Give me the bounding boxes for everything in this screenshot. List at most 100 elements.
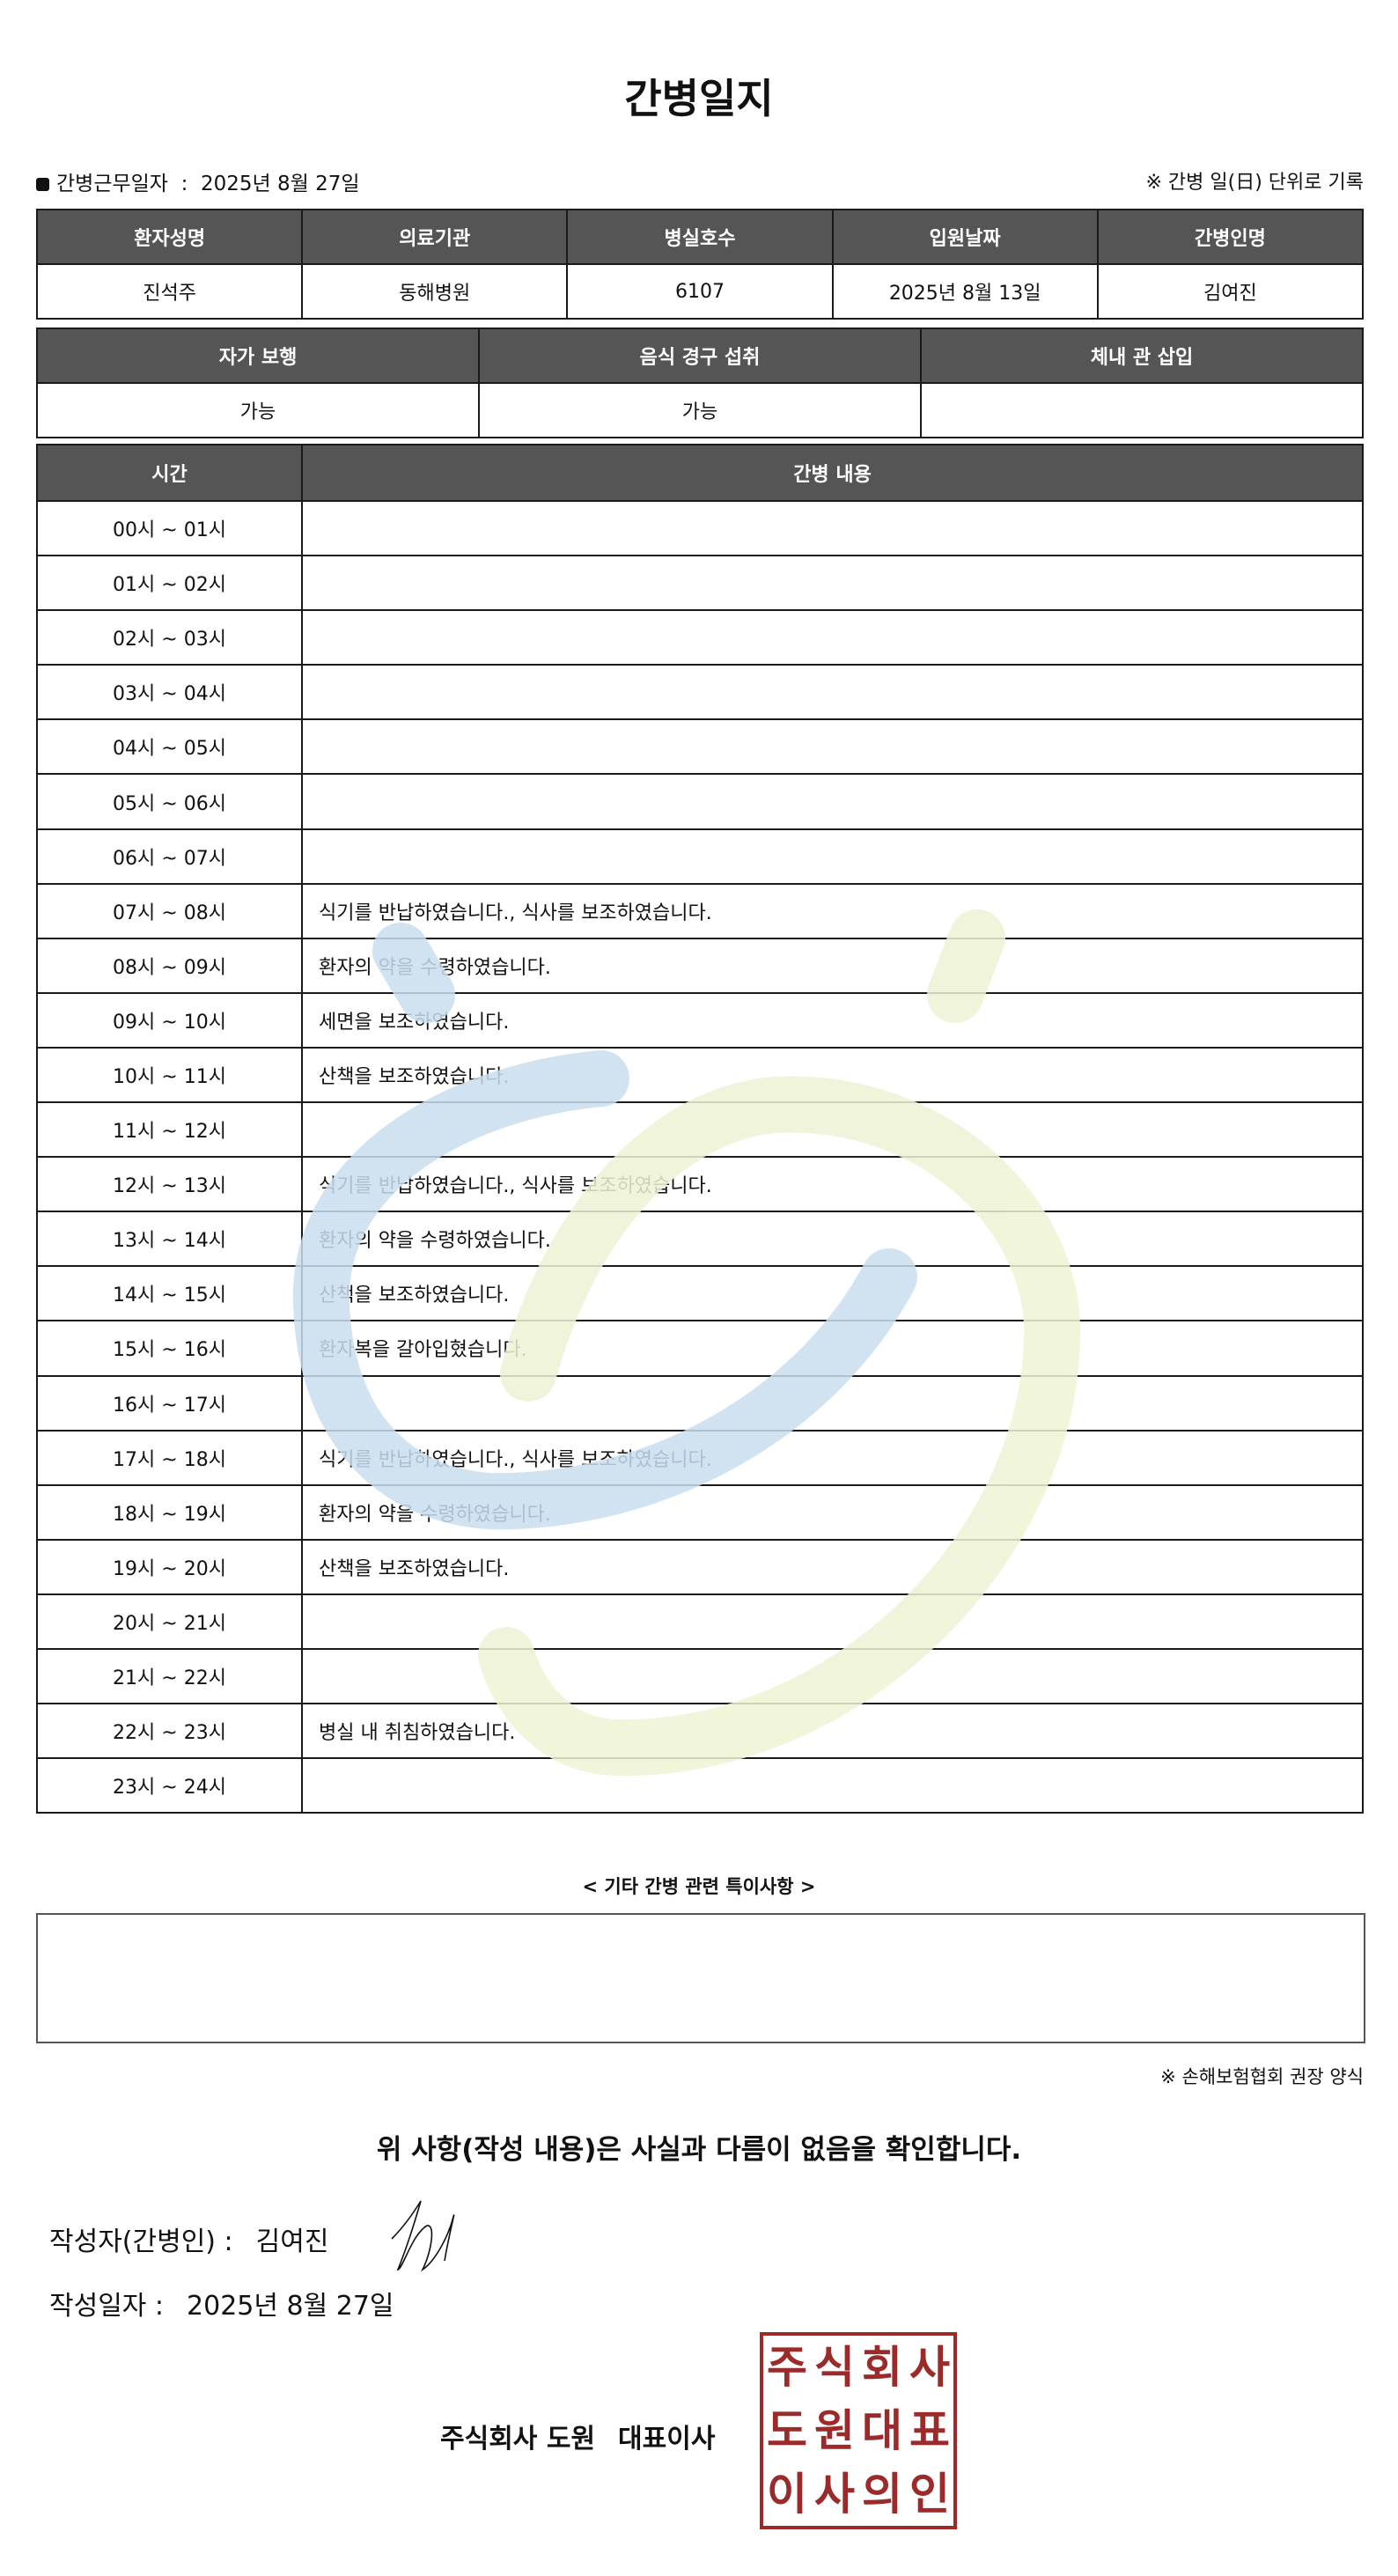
time-cell: 10시 ~ 11시 <box>36 1046 303 1104</box>
status-header: 자가 보행 <box>36 328 480 384</box>
content-cell: 산책을 보조하였습니다. <box>301 1046 1364 1104</box>
time-cell: 16시 ~ 17시 <box>36 1374 303 1432</box>
status-header: 음식 경구 섭취 <box>478 328 922 384</box>
status-value: 가능 <box>36 382 480 438</box>
content-cell: 식기를 반납하였습니다., 식사를 보조하였습니다. <box>301 1429 1364 1486</box>
unit-note: ※ 간병 일(日) 단위로 기록 <box>1145 172 1365 194</box>
table-row: 04시 ~ 05시 <box>36 718 1364 776</box>
writer-label: 작성자(간병인) : <box>49 2226 233 2257</box>
table-row: 22시 ~ 23시 병실 내 취침하였습니다. <box>36 1703 1364 1760</box>
seal-glyph: 이 <box>767 2469 807 2520</box>
work-date: 간병근무일자 : 2025년 8월 27일 <box>36 166 360 196</box>
work-date-value: 2025년 8월 27일 <box>200 173 360 195</box>
time-cell: 12시 ~ 13시 <box>36 1156 303 1213</box>
info-value: 동해병원 <box>301 263 569 320</box>
content-cell <box>301 609 1364 666</box>
time-cell: 15시 ~ 16시 <box>36 1320 303 1377</box>
time-cell: 07시 ~ 08시 <box>36 882 303 939</box>
content-cell: 세면을 보조하였습니다. <box>301 991 1364 1049</box>
bullet-square-icon <box>36 178 49 191</box>
info-header: 의료기관 <box>301 209 569 265</box>
time-cell: 05시 ~ 06시 <box>36 773 303 830</box>
write-date-label: 작성일자 : <box>49 2291 165 2322</box>
table-row: 09시 ~ 10시 세면을 보조하였습니다. <box>36 991 1364 1049</box>
time-cell: 09시 ~ 10시 <box>36 991 303 1049</box>
table-row: 12시 ~ 13시 식기를 반납하였습니다., 식사를 보조하였습니다. <box>36 1156 1364 1213</box>
table-row: 07시 ~ 08시 식기를 반납하였습니다., 식사를 보조하였습니다. <box>36 882 1364 939</box>
work-date-label: 간병근무일자 <box>56 173 168 195</box>
seal-glyph: 표 <box>909 2405 950 2456</box>
time-cell: 04시 ~ 05시 <box>36 718 303 776</box>
content-cell: 환자의 약을 수령하였습니다. <box>301 1483 1364 1541</box>
table-row: 03시 ~ 04시 <box>36 664 1364 721</box>
time-cell: 06시 ~ 07시 <box>36 828 303 885</box>
time-cell: 23시 ~ 24시 <box>36 1757 303 1814</box>
content-cell <box>301 1647 1364 1705</box>
patient-status-table: 자가 보행 음식 경구 섭취 체내 관 삽입 가능 가능 <box>36 328 1364 438</box>
seal-glyph: 인 <box>909 2469 950 2520</box>
writer-name: 김여진 <box>255 2226 329 2257</box>
time-cell: 02시 ~ 03시 <box>36 609 303 666</box>
time-cell: 22시 ~ 23시 <box>36 1703 303 1760</box>
content-cell <box>301 773 1364 830</box>
writer-line: 작성자(간병인) : 김여진 <box>49 2219 328 2258</box>
table-row: 00시 ~ 01시 <box>36 499 1364 557</box>
page-title: 간병일지 <box>624 75 774 122</box>
content-header: 간병 내용 <box>301 444 1364 502</box>
form-note: ※ 손해보험협회 권장 양식 <box>1160 2066 1364 2087</box>
content-cell <box>301 664 1364 721</box>
notes-label: < 기타 간병 관련 특이사항 > <box>582 1876 816 1897</box>
info-value: 진석주 <box>35 263 304 320</box>
seal-glyph: 의 <box>862 2469 902 2520</box>
write-date-value: 2025년 8월 27일 <box>187 2291 394 2322</box>
table-row: 20시 ~ 21시 <box>36 1593 1364 1650</box>
company-signature: 주식회사 도원 대표이사 <box>440 2417 715 2455</box>
status-value <box>920 382 1364 438</box>
table-row: 19시 ~ 20시 산책을 보조하였습니다. <box>36 1538 1364 1595</box>
content-cell: 식기를 반납하였습니다., 식사를 보조하였습니다. <box>301 882 1364 939</box>
table-row: 08시 ~ 09시 환자의 약을 수령하였습니다. <box>36 937 1364 994</box>
table-row: 05시 ~ 06시 <box>36 773 1364 830</box>
content-cell: 환자의 약을 수령하였습니다. <box>301 937 1364 994</box>
content-cell <box>301 1374 1364 1432</box>
info-header: 간병인명 <box>1096 209 1365 265</box>
table-row: 21시 ~ 22시 <box>36 1647 1364 1705</box>
content-cell <box>301 555 1364 612</box>
content-cell: 환자의 약을 수령하였습니다. <box>301 1211 1364 1268</box>
table-row: 14시 ~ 15시 산책을 보조하였습니다. <box>36 1265 1364 1322</box>
time-cell: 21시 ~ 22시 <box>36 1647 303 1705</box>
time-cell: 13시 ~ 14시 <box>36 1211 303 1268</box>
table-row: 02시 ~ 03시 <box>36 609 1364 666</box>
patient-info-table: 환자성명 의료기관 병실호수 입원날짜 간병인명 진석주 동해병원 6107 2025년 8월 … <box>35 209 1365 320</box>
content-cell <box>301 718 1364 776</box>
table-row: 15시 ~ 16시 환자복을 갈아입혔습니다. <box>36 1320 1364 1377</box>
table-row: 11시 ~ 12시 <box>36 1101 1364 1159</box>
time-cell: 01시 ~ 02시 <box>36 555 303 612</box>
info-header: 환자성명 <box>35 209 304 265</box>
time-cell: 03시 ~ 04시 <box>36 664 303 721</box>
seal-glyph: 도 <box>767 2405 807 2456</box>
table-row: 13시 ~ 14시 환자의 약을 수령하였습니다. <box>36 1211 1364 1268</box>
info-value: 6107 <box>566 263 834 320</box>
time-cell: 17시 ~ 18시 <box>36 1429 303 1486</box>
table-row: 18시 ~ 19시 환자의 약을 수령하였습니다. <box>36 1483 1364 1541</box>
time-cell: 14시 ~ 15시 <box>36 1265 303 1322</box>
info-value: 김여진 <box>1096 263 1365 320</box>
info-value: 2025년 8월 13일 <box>831 263 1099 320</box>
table-row: 10시 ~ 11시 산책을 보조하였습니다. <box>36 1046 1364 1104</box>
care-log-table: 시간 간병 내용 00시 ~ 01시 01시 ~ 02시 02시 ~ 03시 03시 ~… <box>36 444 1364 1814</box>
table-row: 01시 ~ 02시 <box>36 555 1364 612</box>
time-cell: 20시 ~ 21시 <box>36 1593 303 1650</box>
signature <box>391 2200 455 2272</box>
time-cell: 00시 ~ 01시 <box>36 499 303 557</box>
table-row: 17시 ~ 18시 식기를 반납하였습니다., 식사를 보조하였습니다. <box>36 1429 1364 1486</box>
info-header: 병실호수 <box>566 209 834 265</box>
table-row: 06시 ~ 07시 <box>36 828 1364 885</box>
write-date-line: 작성일자 : 2025년 8월 27일 <box>49 2284 394 2322</box>
time-header: 시간 <box>36 444 303 502</box>
content-cell <box>301 499 1364 557</box>
content-cell <box>301 1757 1364 1814</box>
content-cell: 산책을 보조하였습니다. <box>301 1265 1364 1322</box>
ceo-label: 대표이사 <box>618 2424 716 2455</box>
notes-box <box>36 1913 1365 2043</box>
